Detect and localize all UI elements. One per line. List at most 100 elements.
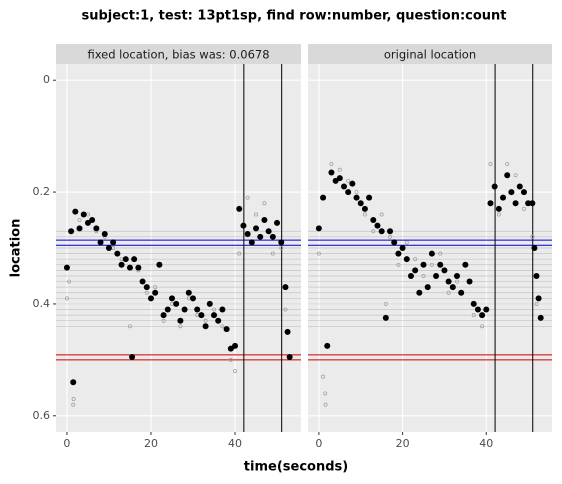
fixation-point [173, 300, 180, 307]
fixation-point [340, 183, 347, 190]
sample-point [228, 357, 233, 362]
fixation-point [345, 189, 352, 196]
fixation-point [537, 314, 544, 321]
fixation-point [535, 295, 542, 302]
sample-point [67, 279, 71, 284]
fixation-point [479, 312, 486, 319]
y-tick-label: 0.2 [33, 185, 51, 198]
strip-label: original location [384, 48, 476, 62]
fixation-point [525, 200, 532, 207]
fixation-point [114, 250, 121, 257]
fixation-point [177, 317, 184, 324]
fixation-point [97, 239, 104, 246]
fixation-point [126, 264, 133, 271]
fixation-point [495, 205, 502, 212]
fixation-point [278, 239, 285, 246]
sample-point [530, 234, 535, 239]
fixation-point [403, 256, 410, 263]
sample-point [153, 285, 158, 290]
fixation-point [63, 264, 70, 271]
sample-point [505, 162, 510, 167]
sample-point [388, 234, 392, 239]
fixation-point [353, 194, 360, 201]
sample-point [323, 402, 328, 407]
x-tick-label: 40 [228, 437, 242, 450]
sample-point [329, 162, 334, 167]
fixation-point [257, 233, 264, 240]
x-tick-label: 0 [63, 437, 70, 450]
fixation-point [131, 256, 138, 263]
fixation-point [424, 284, 431, 291]
sample-point [446, 290, 451, 295]
fixation-point [219, 306, 226, 313]
fixation-point [458, 289, 465, 296]
sample-point [362, 212, 367, 217]
fixation-point [168, 295, 175, 302]
fixation-point [508, 189, 515, 196]
fixation-point [491, 183, 498, 190]
fixation-point [504, 172, 511, 179]
fixation-point [110, 239, 117, 246]
fixation-point [72, 208, 79, 215]
strip [56, 44, 301, 64]
fixation-point [487, 200, 494, 207]
fixation-point [244, 231, 251, 238]
fixation-point [531, 245, 538, 251]
sample-point [77, 218, 82, 222]
fixation-point [240, 222, 247, 229]
fixation-point [378, 228, 385, 235]
fixation-point [261, 217, 268, 224]
fixation-point [516, 183, 523, 190]
fixation-point [361, 205, 368, 212]
sample-point [144, 290, 149, 295]
fixation-point [269, 233, 276, 240]
fixation-point [433, 272, 440, 279]
sample-point [337, 167, 342, 172]
sample-point [212, 307, 216, 312]
fixation-point [89, 217, 96, 224]
fixation-point [253, 225, 260, 232]
fixation-point [449, 284, 456, 291]
fixation-point [336, 175, 343, 182]
sample-point [455, 279, 459, 284]
strip-label: fixed location, bias was: 0.0678 [87, 48, 269, 62]
sample-point [270, 251, 275, 256]
fixation-point [462, 261, 469, 268]
fixation-point [93, 225, 100, 232]
fixation-point [105, 245, 112, 251]
fixation-point [164, 306, 171, 313]
fixation-point [211, 312, 218, 319]
fixation-point [286, 354, 293, 361]
fixation-point [198, 312, 205, 319]
fixation-point [215, 317, 222, 324]
fixation-point [520, 189, 527, 196]
sample-point [354, 190, 359, 195]
fixation-point [129, 354, 136, 361]
fixation-point [68, 228, 75, 235]
fixation-point [529, 200, 536, 207]
fixation-point [202, 323, 209, 330]
x-tick-label: 20 [396, 437, 410, 450]
fixation-point [236, 205, 243, 212]
fixation-point [70, 379, 77, 386]
sample-point [421, 274, 426, 278]
x-tick-label: 20 [144, 437, 158, 450]
sample-point [346, 178, 351, 183]
fixation-point [420, 261, 427, 268]
sample-point [71, 397, 76, 401]
fixation-point [395, 250, 402, 257]
fixation-point [399, 245, 406, 251]
sample-point [471, 313, 476, 318]
fixation-point [533, 272, 540, 279]
fixation-point [265, 228, 272, 235]
x-axis-title: time(seconds) [244, 460, 348, 475]
sample-point [283, 307, 288, 312]
sample-point [534, 301, 539, 306]
fixation-point [282, 284, 289, 291]
fixation-point [315, 225, 322, 232]
fixation-point [445, 278, 452, 285]
fixation-point [366, 194, 373, 201]
fixation-point [135, 264, 142, 271]
sample-point [496, 212, 501, 217]
fixation-point [181, 306, 188, 313]
